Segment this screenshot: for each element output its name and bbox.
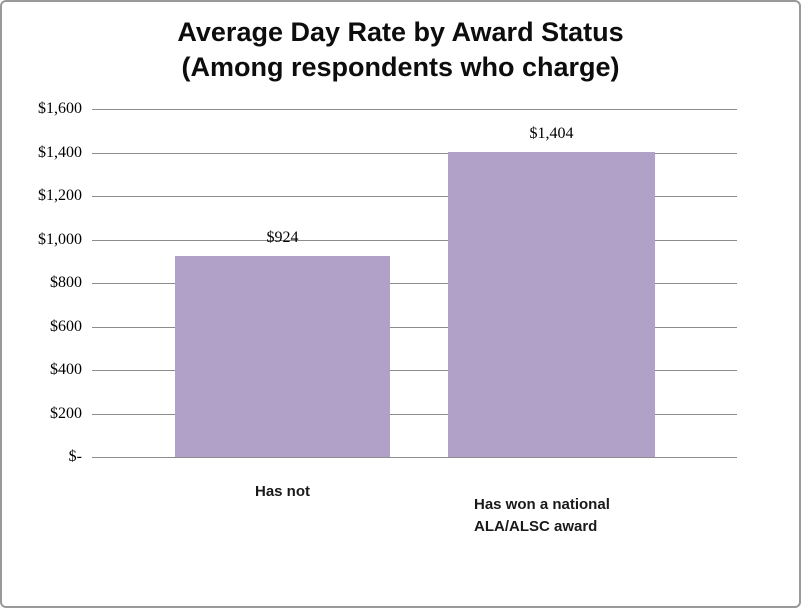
y-gridline	[92, 109, 737, 110]
chart-title-line2: (Among respondents who charge)	[181, 52, 620, 82]
y-gridline	[92, 283, 737, 284]
y-axis-tick-label: $1,000	[38, 230, 82, 248]
y-gridline	[92, 413, 737, 415]
y-gridline	[92, 239, 737, 241]
y-gridline	[92, 370, 737, 371]
y-axis-tick-label: $1,200	[38, 187, 82, 204]
bar	[448, 151, 655, 457]
y-axis-tick-label: $200	[50, 404, 82, 422]
chart-title: Average Day Rate by Award Status (Among …	[2, 15, 799, 85]
y-axis-tick-label: $800	[50, 274, 82, 291]
y-gridline	[92, 457, 737, 458]
category-label: Has not	[254, 483, 310, 500]
bar	[175, 256, 390, 457]
y-gridline	[92, 196, 737, 197]
bar-value-label: $924	[266, 229, 299, 247]
bar-value-label: $1,404	[529, 124, 574, 142]
chart-title-line1: Average Day Rate by Award Status	[177, 17, 624, 47]
y-axis-tick-label: $600	[50, 317, 82, 335]
y-axis-tick-label: $1,600	[38, 100, 82, 117]
y-axis-tick-label: $-	[68, 448, 82, 465]
y-gridline	[92, 152, 737, 154]
y-axis-tick-label: $400	[50, 361, 82, 378]
y-axis-tick-label: $1,400	[38, 143, 82, 161]
y-gridline	[92, 326, 737, 328]
category-label: Has won a national ALA/ALSC award	[474, 496, 610, 535]
